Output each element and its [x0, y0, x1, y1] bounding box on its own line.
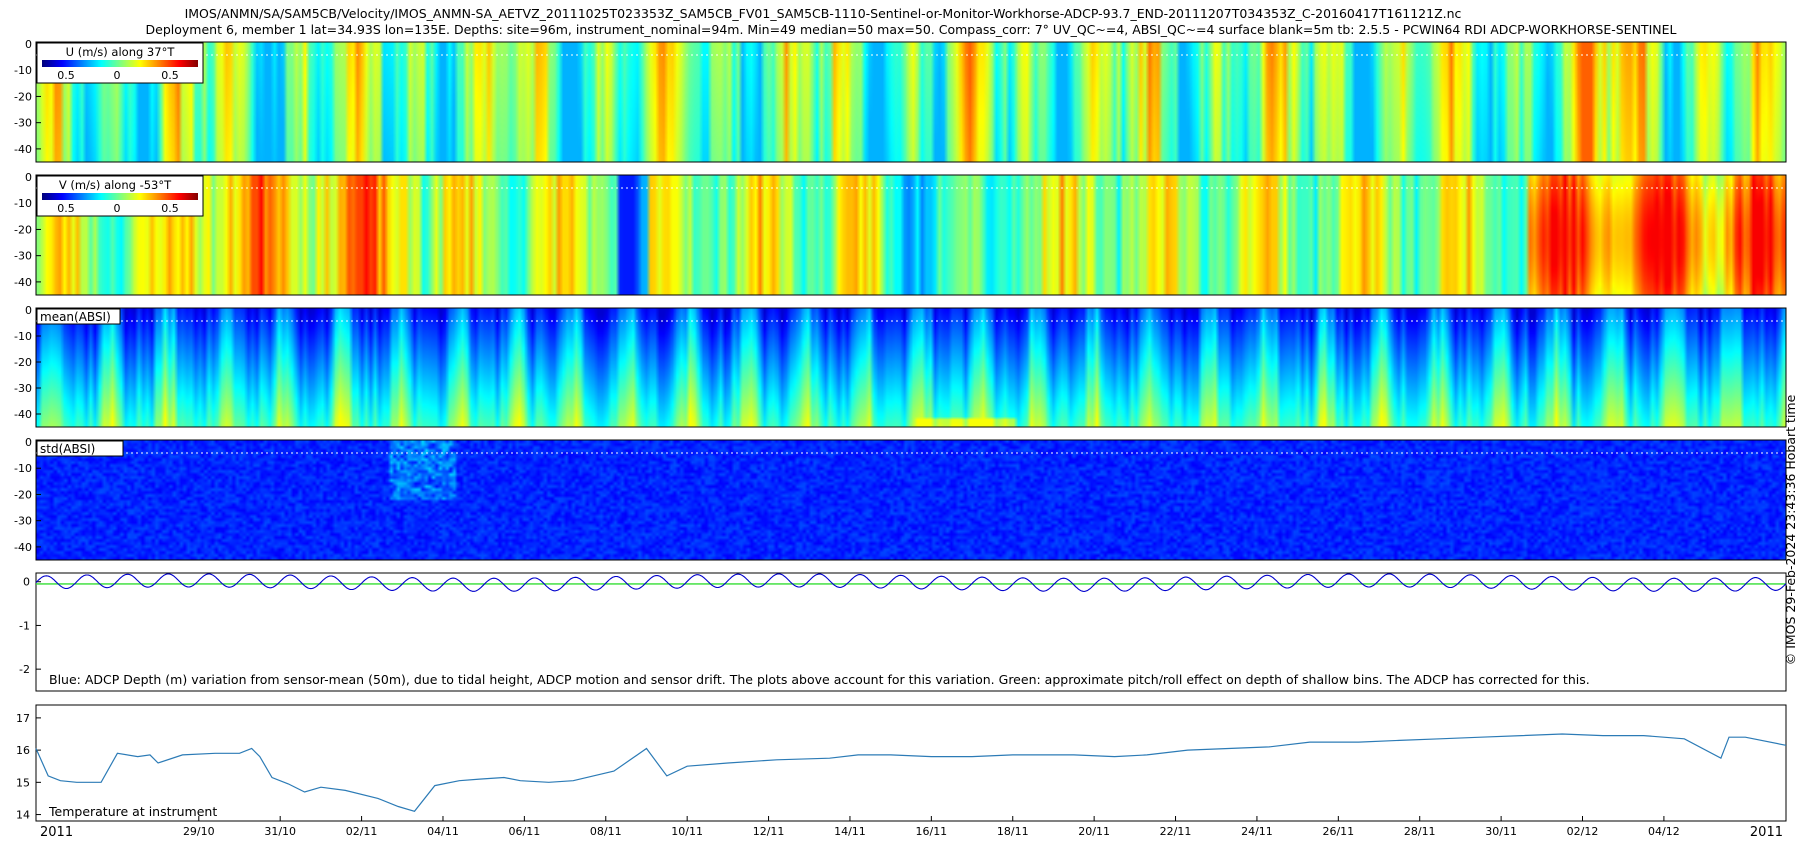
- v-legend-title: V (m/s) along -53°T: [59, 178, 172, 192]
- temperature-annotation: Temperature at instrument: [48, 804, 217, 819]
- x-tick-label: 31/10: [264, 825, 296, 838]
- panel-std-absi: 0 -10 -20 -30 -40 std(ABSI): [14, 436, 1787, 561]
- y-tick-label: -2: [19, 663, 30, 676]
- y-tick-label: 0: [25, 38, 32, 51]
- v-velocity-heatmap: [36, 175, 1786, 295]
- temperature-panel-frame: [35, 704, 1787, 822]
- depth-variation-series: [35, 573, 1787, 592]
- v-colorbar-tick-right: 0.5: [161, 202, 179, 215]
- u-panel-frame: [35, 41, 1787, 163]
- panel-adcp-depth: 0 -1 -2 Blue: ADCP Depth (m) variation fro…: [19, 572, 1787, 692]
- x-year-label-right: 2011: [1750, 825, 1783, 840]
- copyright-timestamp-label: © IMOS 29-Feb-2024 23:43:36 Hobart time: [1783, 394, 1798, 665]
- y-tick-label: 14: [16, 809, 30, 822]
- panel-u-velocity: 0 -10 -20 -30 -40 U (m/s) along 37°T 0.5 0 0…: [14, 38, 1787, 163]
- std-absi-label: std(ABSI): [40, 442, 95, 456]
- panel-mean-absi: 0 -10 -20 -30 -40 mean(ABSI): [14, 304, 1787, 428]
- mean-absi-label: mean(ABSI): [40, 310, 111, 324]
- y-tick-label: -40: [14, 541, 32, 554]
- y-tick-label: -30: [14, 515, 32, 528]
- depth-annotation: Blue: ADCP Depth (m) variation from sens…: [49, 672, 1590, 687]
- y-tick-label: -10: [14, 330, 32, 343]
- u-colorbar-legend: U (m/s) along 37°T 0.5 0 0.5: [36, 42, 204, 84]
- x-tick-label: 20/11: [1078, 825, 1110, 838]
- x-year-label-left: 2011: [40, 825, 73, 840]
- v-colorbar-legend: V (m/s) along -53°T 0.5 0 0.5: [36, 175, 204, 217]
- u-velocity-heatmap: [36, 42, 1786, 162]
- x-tick-label: 24/11: [1241, 825, 1273, 838]
- std-absi-heatmap: [36, 440, 1786, 560]
- x-tick-label: 16/11: [915, 825, 947, 838]
- v-panel-frame: [35, 174, 1787, 296]
- x-tick-label: 22/11: [1160, 825, 1192, 838]
- x-tick-label: 18/11: [997, 825, 1029, 838]
- y-tick-label: 0: [25, 171, 32, 184]
- u-y-axis: 0 -10 -20 -30 -40: [14, 38, 41, 156]
- x-tick-label: 26/11: [1322, 825, 1354, 838]
- y-tick-label: 16: [16, 744, 30, 757]
- y-tick-label: 15: [16, 776, 30, 789]
- y-tick-label: -20: [14, 223, 32, 236]
- y-tick-label: -40: [14, 276, 32, 289]
- y-tick-label: -30: [14, 117, 32, 130]
- x-tick-label: 06/11: [509, 825, 541, 838]
- x-tick-label: 04/11: [427, 825, 459, 838]
- y-tick-label: -10: [14, 462, 32, 475]
- y-tick-label: 0: [25, 304, 32, 317]
- x-tick-label: 08/11: [590, 825, 622, 838]
- figure-title-line2: Deployment 6, member 1 lat=34.93S lon=13…: [146, 22, 1677, 37]
- panel-v-velocity: 0 -10 -20 -30 -40 V (m/s) along -53°T 0.5 0 …: [14, 171, 1787, 296]
- mean-absi-label-box: [36, 308, 121, 325]
- depth-y-axis: 0 -1 -2: [19, 576, 41, 676]
- y-tick-label: -10: [14, 197, 32, 210]
- x-tick-label: 02/12: [1567, 825, 1599, 838]
- y-tick-label: 0: [23, 576, 30, 589]
- x-tick-label: 02/11: [346, 825, 378, 838]
- std-absi-y-axis: 0 -10 -20 -30 -40: [14, 436, 41, 554]
- y-tick-label: -30: [14, 250, 32, 263]
- y-tick-label: -10: [14, 64, 32, 77]
- y-tick-label: -30: [14, 382, 32, 395]
- y-tick-label: -20: [14, 356, 32, 369]
- y-tick-label: -40: [14, 408, 32, 421]
- y-tick-label: 0: [25, 436, 32, 449]
- std-absi-label-box: [36, 440, 124, 457]
- x-tick-label: 14/11: [834, 825, 866, 838]
- x-tick-label: 10/11: [671, 825, 703, 838]
- time-x-axis: 2011 2011 29/10 31/10 02/11 04/11 06/11 08/11…: [40, 816, 1783, 840]
- y-tick-label: -1: [19, 619, 30, 632]
- v-colorbar-tick-left: 0.5: [57, 202, 75, 215]
- u-colorbar-tick-mid: 0: [114, 69, 121, 82]
- u-colorbar: [42, 60, 198, 67]
- y-tick-label: -40: [14, 143, 32, 156]
- panel-temperature: 17 16 15 14 Temperature at instrument: [16, 704, 1787, 822]
- y-tick-label: -20: [14, 90, 32, 103]
- depth-panel-frame: [35, 572, 1787, 692]
- y-tick-label: 17: [16, 712, 30, 725]
- u-colorbar-tick-left: 0.5: [57, 69, 75, 82]
- x-tick-label: 04/12: [1648, 825, 1680, 838]
- temperature-series: [35, 733, 1787, 812]
- temperature-y-axis: 17 16 15 14: [16, 712, 41, 822]
- v-y-axis: 0 -10 -20 -30 -40: [14, 171, 41, 289]
- mean-absi-heatmap: [36, 308, 1786, 427]
- v-colorbar: [42, 193, 198, 200]
- u-colorbar-tick-right: 0.5: [161, 69, 179, 82]
- x-tick-label: 12/11: [753, 825, 785, 838]
- x-tick-label: 29/10: [183, 825, 215, 838]
- y-tick-label: -20: [14, 488, 32, 501]
- u-legend-title: U (m/s) along 37°T: [66, 45, 176, 59]
- x-tick-label: 28/11: [1404, 825, 1436, 838]
- std-absi-panel-frame: [35, 439, 1787, 561]
- mean-absi-panel-frame: [35, 307, 1787, 428]
- v-colorbar-tick-mid: 0: [114, 202, 121, 215]
- figure-title-line1: IMOS/ANMN/SA/SAM5CB/Velocity/IMOS_ANMN-S…: [185, 6, 1462, 21]
- x-tick-label: 30/11: [1485, 825, 1517, 838]
